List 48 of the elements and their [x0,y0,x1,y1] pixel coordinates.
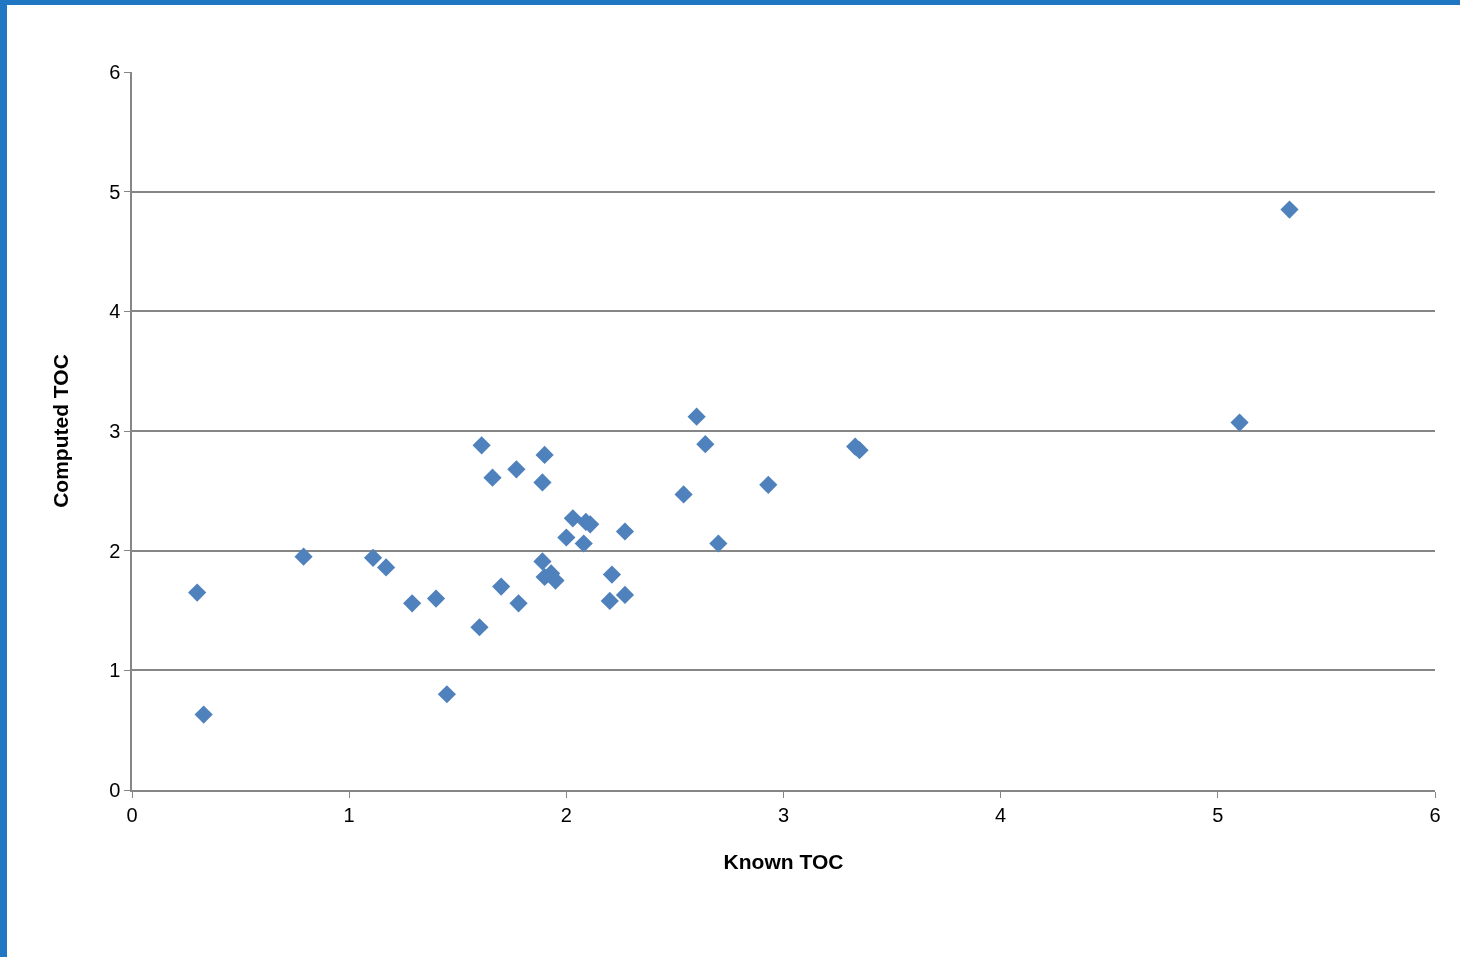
point [615,522,635,541]
point [533,552,552,571]
point [363,548,383,567]
y-tick-label: 5 [109,180,121,203]
y-tick-label: 6 [109,61,121,83]
x-tick-label: 6 [1429,803,1441,826]
x-tick-label: 0 [126,803,138,826]
point [426,589,446,608]
y-tick-label: 4 [109,300,121,323]
point [376,558,396,577]
point [850,441,869,460]
y-tick-label: 3 [109,420,121,442]
x-axis-title: Known TOC [723,850,844,874]
point [437,685,456,704]
x-tick-label: 4 [995,803,1007,826]
point [602,565,622,584]
point [574,534,593,553]
point [687,407,706,426]
point [709,534,728,553]
point [535,445,554,465]
point [492,577,511,596]
point [294,547,313,566]
point [563,509,582,528]
point [509,594,528,613]
point [696,435,715,454]
point [615,585,635,605]
point [1230,413,1249,432]
x-tick-label: 5 [1212,803,1224,826]
y-tick-label: 1 [109,659,121,682]
x-tick-label: 3 [777,803,790,826]
y-tick-label: 2 [109,539,121,562]
point [194,705,213,724]
x-tick-label: 1 [343,803,355,826]
x-tick-label: 2 [560,803,572,826]
point [674,485,693,504]
point [472,436,491,455]
point [188,583,207,602]
y-axis-title: Computed TOC [48,354,72,508]
point [470,618,489,637]
point [600,591,619,611]
point [1280,200,1299,219]
point [557,528,576,547]
point [507,460,526,479]
point [403,594,422,613]
point [759,475,778,494]
point [533,473,552,492]
y-tick-label: 0 [109,779,121,801]
point [483,468,502,487]
